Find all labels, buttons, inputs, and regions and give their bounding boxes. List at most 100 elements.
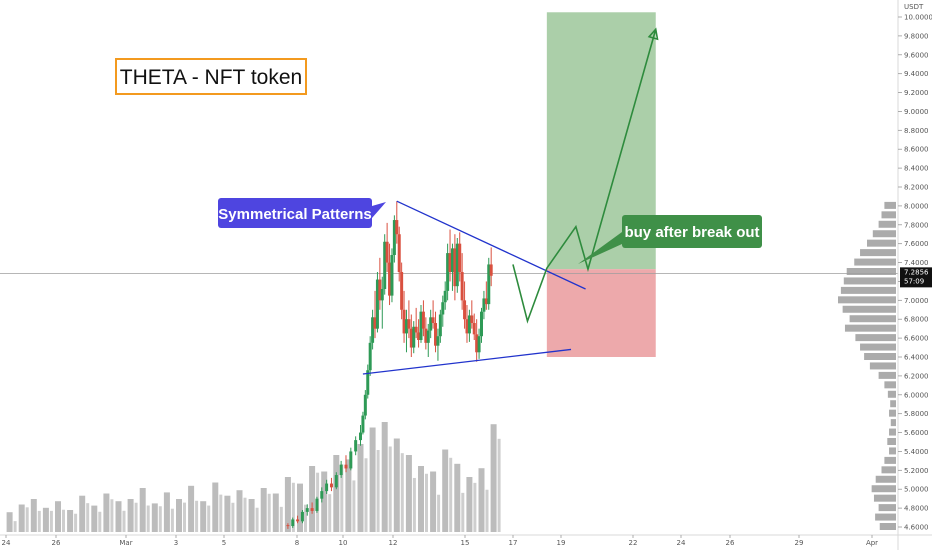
volume-bar (134, 502, 138, 532)
volume-bar (369, 427, 376, 532)
pattern-callout-box (218, 198, 372, 228)
pattern-label: Symmetrical Patterns (218, 206, 371, 223)
price-tick-label: 5.2000 (904, 467, 929, 475)
candle-body (383, 241, 387, 289)
candle-body (286, 525, 290, 527)
time-tick-label: 24 (677, 539, 686, 547)
volume-bar (490, 424, 497, 532)
chart-title: THETA - NFT token (120, 66, 302, 89)
current-price-tag: 7.2856 57:09 (900, 267, 932, 288)
price-tick-label: 8.8000 (904, 127, 929, 135)
candle-body (320, 491, 324, 499)
candle-body (460, 272, 464, 301)
volume-bar (163, 492, 170, 532)
volume-bar (425, 473, 428, 532)
candle-body (414, 326, 418, 333)
price-tag-box (900, 267, 932, 288)
candle-body (441, 302, 445, 315)
time-tick-label: 8 (295, 539, 299, 547)
candle-body (392, 220, 396, 255)
action-callout-box (622, 215, 762, 248)
volume-bar (400, 453, 404, 532)
volume-profile (838, 201, 896, 530)
volume-bar (122, 510, 126, 532)
volume-bar (146, 505, 150, 532)
volume-bar (473, 482, 477, 532)
price-tag-countdown: 57:09 (904, 277, 924, 285)
volume-bar (345, 459, 352, 532)
candle-body (354, 440, 358, 452)
volume-profile-bar (854, 258, 896, 266)
price-tick-label: 4.6000 (904, 524, 929, 532)
volume-bar (212, 482, 219, 532)
volume-profile-bar (860, 249, 896, 257)
time-tick-label: 29 (795, 539, 804, 547)
candle-body (395, 220, 399, 235)
candle-body (402, 309, 406, 334)
volume-bar (461, 492, 465, 532)
volume-bar (183, 502, 186, 532)
volume-profile-bar (878, 220, 896, 228)
price-tick-label: 8.0000 (904, 202, 929, 210)
time-axis: 24 26 Mar 3 5 8 10 12 15 17 19 22 24 26 29 Apr (2, 535, 878, 547)
candle-body (475, 334, 479, 353)
candle-body (484, 298, 488, 305)
time-tick-label: Mar (119, 539, 132, 547)
volume-bar (442, 449, 449, 532)
price-tick-label: 8.6000 (904, 146, 929, 154)
volume-profile-bar (890, 419, 896, 427)
volume-bar (309, 466, 316, 532)
time-tick-label: 22 (629, 539, 638, 547)
volume-bar (364, 458, 368, 532)
candle-body (359, 432, 362, 441)
price-tick-label: 8.2000 (904, 184, 929, 192)
volume-bar (115, 501, 122, 532)
volume-bar (393, 438, 400, 532)
price-tick-label: 6.8000 (904, 316, 929, 324)
candle-body (371, 317, 375, 343)
pattern-upper-trendline (396, 200, 586, 290)
candle-body (431, 317, 435, 323)
price-tick-label: 5.0000 (904, 486, 929, 494)
time-tick-label: 12 (389, 539, 398, 547)
volume-bar (388, 446, 392, 532)
volume-bar (62, 509, 65, 532)
volume-bar (86, 503, 90, 532)
volume-profile-bar (869, 362, 896, 370)
volume-bars (6, 422, 501, 532)
volume-profile-bar (840, 286, 896, 294)
volume-bar (139, 488, 146, 532)
candle-body (329, 483, 333, 488)
volume-bar (6, 512, 13, 532)
volume-bar (284, 477, 291, 532)
volume-bar (30, 499, 37, 532)
price-tick-label: 10.0000 (904, 14, 932, 22)
candle-body (446, 253, 450, 291)
candle-body (482, 298, 486, 312)
time-tick-label: 15 (461, 539, 470, 547)
candle-body (470, 315, 474, 323)
volume-bar (18, 504, 25, 532)
time-tick-label: 26 (726, 539, 735, 547)
arrow-head-icon (647, 27, 659, 41)
price-tick-label: 7.6000 (904, 240, 929, 248)
volume-profile-bar (887, 390, 896, 398)
candle-body (300, 511, 304, 522)
volume-bar (340, 464, 344, 532)
candle-body (339, 464, 343, 476)
candle-body (480, 311, 483, 337)
volume-bar (219, 494, 223, 532)
candle-body (390, 255, 394, 296)
time-tick-label: 3 (174, 539, 178, 547)
time-tick-label: 10 (339, 539, 348, 547)
candle-body (400, 272, 404, 310)
price-tick-label: 5.4000 (904, 448, 929, 456)
volume-bar (110, 499, 114, 532)
candle-body (349, 451, 353, 469)
candle-body (361, 415, 365, 433)
volume-bar (67, 510, 74, 532)
candle-body (375, 279, 379, 329)
price-tick-label: 9.4000 (904, 70, 929, 78)
candle-body (417, 332, 421, 340)
